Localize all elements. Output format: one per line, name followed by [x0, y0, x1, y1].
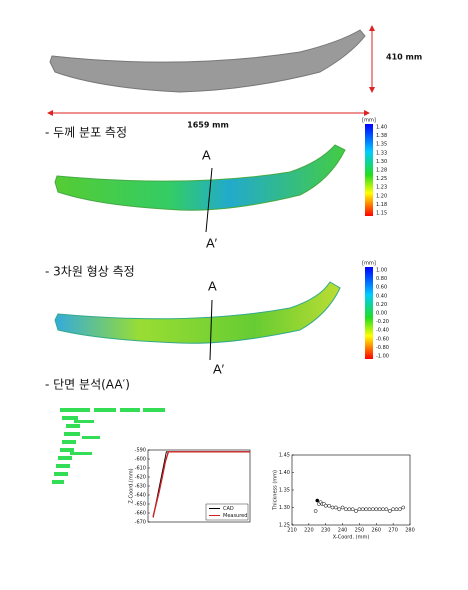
scatter-point: [371, 507, 375, 512]
colorbar-label: 1.00: [376, 268, 387, 274]
colorbar: [365, 124, 373, 216]
section-label: A′: [213, 361, 225, 376]
scatter-point: [350, 507, 355, 512]
y-tick-label: -610: [135, 466, 146, 472]
y-tick-label: -640: [135, 493, 146, 499]
legend-label: Measured: [223, 513, 247, 519]
colorbar-label: 1.23: [376, 185, 387, 191]
scatter-point: [323, 503, 328, 508]
colorbar-label: 1.15: [376, 211, 387, 217]
colorbar-label: 1.30: [376, 159, 387, 165]
x-tick-label: 230: [321, 528, 331, 534]
y-tick-label: 1.30: [279, 505, 290, 511]
scatter-point: [374, 507, 379, 512]
x-tick-label: 260: [372, 528, 382, 534]
section-line: [209, 299, 213, 361]
scatter-point: [313, 509, 318, 513]
colorbar-label: 0.00: [376, 311, 387, 317]
x-tick-label: 280: [405, 528, 415, 534]
colorbar-label: 1.33: [376, 150, 387, 156]
scatter-point: [344, 507, 348, 512]
scatter-point: [377, 507, 382, 512]
y-tick-label: 1.25: [279, 523, 290, 529]
y-tick-label: 1.45: [279, 453, 290, 459]
colorbar-unit: [mm]: [362, 118, 376, 124]
x-tick-label: 220: [304, 528, 314, 534]
scatter-point: [398, 507, 402, 512]
y-axis-label: Z-Coord.(mm): [129, 468, 135, 503]
cross-section-image: [52, 408, 165, 484]
colorbar-label: 1.40: [376, 125, 387, 131]
section-heading: - 3차원 형상 측정: [45, 265, 135, 279]
y-tick-label: -600: [135, 457, 146, 463]
x-tick-label: 250: [355, 528, 365, 534]
scatter-point: [401, 505, 406, 510]
x-axis-label: X-Coord. (mm): [333, 535, 370, 541]
section-heading: - 두께 분포 측정: [45, 126, 127, 140]
section-line: [205, 167, 213, 233]
scatter-point: [360, 507, 365, 512]
x-tick-label: 270: [388, 528, 398, 534]
y-tick-label: -620: [135, 475, 146, 481]
scatter-point: [367, 507, 372, 512]
scatter-point: [387, 509, 392, 513]
scatter-point: [384, 507, 389, 512]
colorbar-label: -0.60: [376, 336, 389, 342]
scatter-point: [327, 503, 331, 508]
colorbar-label: -0.80: [376, 345, 389, 351]
scatter-point: [381, 507, 385, 512]
dimension-label: 410 mm: [386, 53, 422, 62]
scatter-point: [394, 507, 399, 512]
scatter-point: [315, 498, 320, 503]
scatter-point: [337, 507, 342, 512]
section-label: A: [208, 278, 217, 293]
y-tick-label: -670: [135, 520, 146, 526]
colorbar-label: 0.40: [376, 293, 387, 299]
y-axis-label: Thickness (mm): [273, 470, 279, 511]
colorbar-label: 1.38: [376, 133, 387, 139]
y-tick-label: 1.40: [279, 470, 290, 476]
scatter-point: [354, 509, 358, 513]
colorbar-label: 0.20: [376, 302, 387, 308]
scatter-point: [330, 505, 335, 510]
section-label: A′: [206, 235, 218, 250]
scatter-point: [364, 507, 369, 512]
scatter-point: [340, 505, 345, 510]
colorbar-label: 1.18: [376, 202, 387, 208]
plot-frame: [291, 454, 411, 526]
section-label: A: [202, 147, 211, 162]
colorbar-label: -1.00: [376, 354, 389, 360]
scatter-point: [391, 507, 395, 512]
thickness-map: [54, 144, 346, 211]
part-image: [49, 29, 366, 93]
colorbar-unit: [mm]: [362, 261, 376, 267]
colorbar-label: 1.20: [376, 193, 387, 199]
y-tick-label: -650: [135, 502, 146, 508]
legend-label: CAD: [223, 506, 234, 512]
deviation-map: [54, 281, 341, 344]
scatter-point: [347, 507, 352, 512]
colorbar: [365, 267, 373, 359]
colorbar-label: 1.25: [376, 176, 387, 182]
line-series: [152, 451, 250, 517]
colorbar-label: -0.40: [376, 328, 389, 334]
y-tick-label: 1.35: [279, 488, 290, 494]
x-tick-label: 210: [287, 528, 297, 534]
y-tick-label: -660: [135, 511, 146, 517]
colorbar-label: -0.20: [376, 319, 389, 325]
colorbar-label: 1.35: [376, 142, 387, 148]
scatter-point: [333, 505, 338, 510]
x-tick-label: 240: [338, 528, 348, 534]
y-tick-label: -630: [135, 484, 146, 490]
section-heading: - 단면 분석(AA′): [45, 378, 130, 392]
colorbar-label: 0.80: [376, 276, 387, 282]
colorbar-label: 0.60: [376, 285, 387, 291]
scatter-point: [357, 507, 362, 512]
dimension-label: 1659 mm: [187, 121, 229, 130]
y-tick-label: -590: [135, 448, 146, 454]
colorbar-label: 1.28: [376, 168, 387, 174]
